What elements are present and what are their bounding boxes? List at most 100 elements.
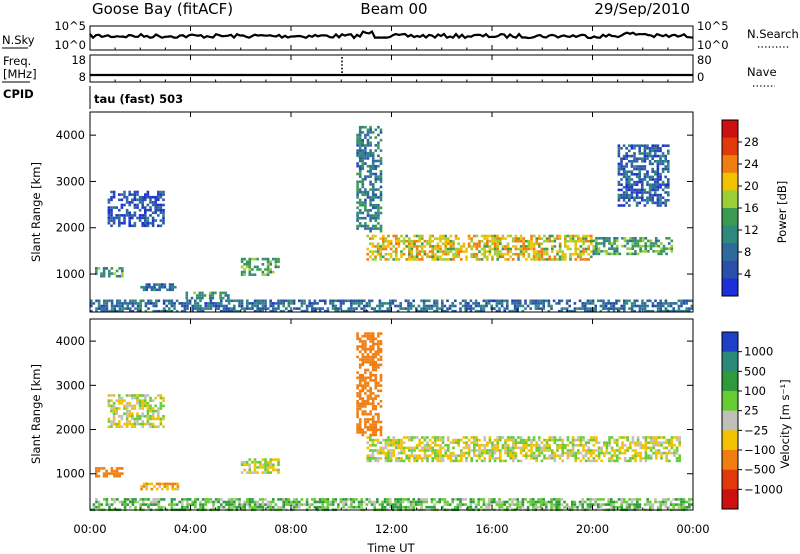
echo-cell [592, 250, 596, 253]
echo-cell [97, 474, 101, 478]
echo-cell [532, 252, 536, 256]
echo-cell [418, 237, 421, 240]
echo-cell [532, 247, 536, 251]
echo-cell [519, 234, 523, 238]
echo-cell [133, 420, 137, 423]
echo-cell [400, 438, 403, 442]
echo-cell [151, 409, 155, 413]
echo-cell [449, 454, 453, 457]
echo-cell [361, 428, 365, 432]
echo-cell [287, 498, 291, 501]
echo-cell [287, 299, 291, 303]
echo-cell [272, 309, 275, 313]
echo-cell [595, 250, 598, 253]
echo-cell [337, 505, 340, 509]
echo-cell [365, 503, 369, 506]
echo-cell [616, 441, 619, 444]
echo-cell [141, 425, 144, 428]
echo-cell [358, 138, 362, 142]
echo-cell [149, 415, 152, 418]
echo-cell [654, 500, 657, 504]
echo-cell [667, 180, 670, 184]
echo-cell [488, 245, 492, 248]
echo-cell [405, 245, 408, 248]
echo-cell [630, 144, 634, 147]
echo-cell [123, 399, 126, 402]
freq-tick-top: 18 [71, 53, 86, 67]
echo-cell [493, 451, 497, 455]
echo-cell [495, 500, 499, 504]
echo-cell [638, 170, 641, 173]
echo-cell [664, 186, 667, 189]
echo-cell [371, 198, 375, 202]
echo-cell [279, 302, 283, 305]
echo-cell [545, 252, 549, 256]
echo-cell [499, 436, 502, 439]
echo-cell [107, 208, 111, 212]
echo-cell [602, 244, 606, 248]
echo-cell [95, 469, 98, 473]
echo-cell [664, 503, 668, 506]
echo-cell [360, 500, 363, 504]
echo-cell [110, 425, 113, 428]
echo-cell [444, 234, 447, 238]
echo-cell [519, 505, 522, 509]
echo-cell [113, 307, 116, 310]
echo-cell [514, 454, 518, 457]
echo-cell [199, 505, 202, 509]
echo-cell [519, 245, 523, 248]
echo-cell [607, 309, 610, 313]
echo-cell [253, 466, 257, 469]
echo-cell [382, 247, 385, 251]
echo-cell [641, 167, 644, 171]
echo-cell [146, 415, 150, 418]
echo-cell [405, 234, 408, 238]
echo-cell [162, 307, 166, 310]
echo-cell [516, 505, 519, 509]
echo-cell [397, 444, 401, 447]
echo-cell [131, 198, 134, 202]
echo-cell [366, 193, 370, 197]
echo-cell [558, 258, 562, 261]
echo-cell [364, 175, 367, 178]
echo-cell [532, 457, 536, 460]
echo-cell [457, 237, 460, 240]
echo-cell [545, 446, 549, 450]
echo-cell [134, 302, 137, 305]
echo-cell [558, 503, 561, 506]
echo-cell [261, 500, 265, 504]
echo-cell [595, 449, 598, 452]
echo-cell [364, 188, 367, 191]
echo-cell [529, 302, 532, 305]
echo-cell [426, 239, 429, 243]
echo-cell [577, 449, 580, 452]
echo-cell [473, 245, 476, 248]
echo-cell [465, 459, 468, 463]
echo-cell [136, 422, 139, 426]
echo-cell [491, 449, 494, 452]
echo-cell [506, 299, 509, 303]
echo-cell [651, 144, 654, 147]
echo-cell [157, 208, 160, 212]
echo-cell [634, 451, 637, 455]
echo-cell [439, 436, 442, 439]
echo-cell [678, 457, 681, 460]
echo-cell [491, 454, 494, 457]
echo-cell [486, 451, 489, 455]
echo-cell [540, 252, 544, 256]
echo-cell [595, 244, 598, 248]
echo-cell [102, 474, 106, 478]
echo-cell [149, 198, 152, 202]
echo-cell [371, 234, 375, 238]
echo-cell [134, 307, 137, 310]
echo-cell [410, 436, 414, 439]
echo-cell [371, 172, 375, 176]
echo-cell [519, 441, 523, 444]
echo-cell [245, 460, 249, 464]
echo-cell [121, 274, 124, 278]
echo-cell [162, 198, 165, 202]
echo-cell [141, 224, 144, 228]
echo-cell [199, 503, 202, 506]
echo-cell [441, 436, 445, 439]
echo-cell [465, 457, 468, 460]
